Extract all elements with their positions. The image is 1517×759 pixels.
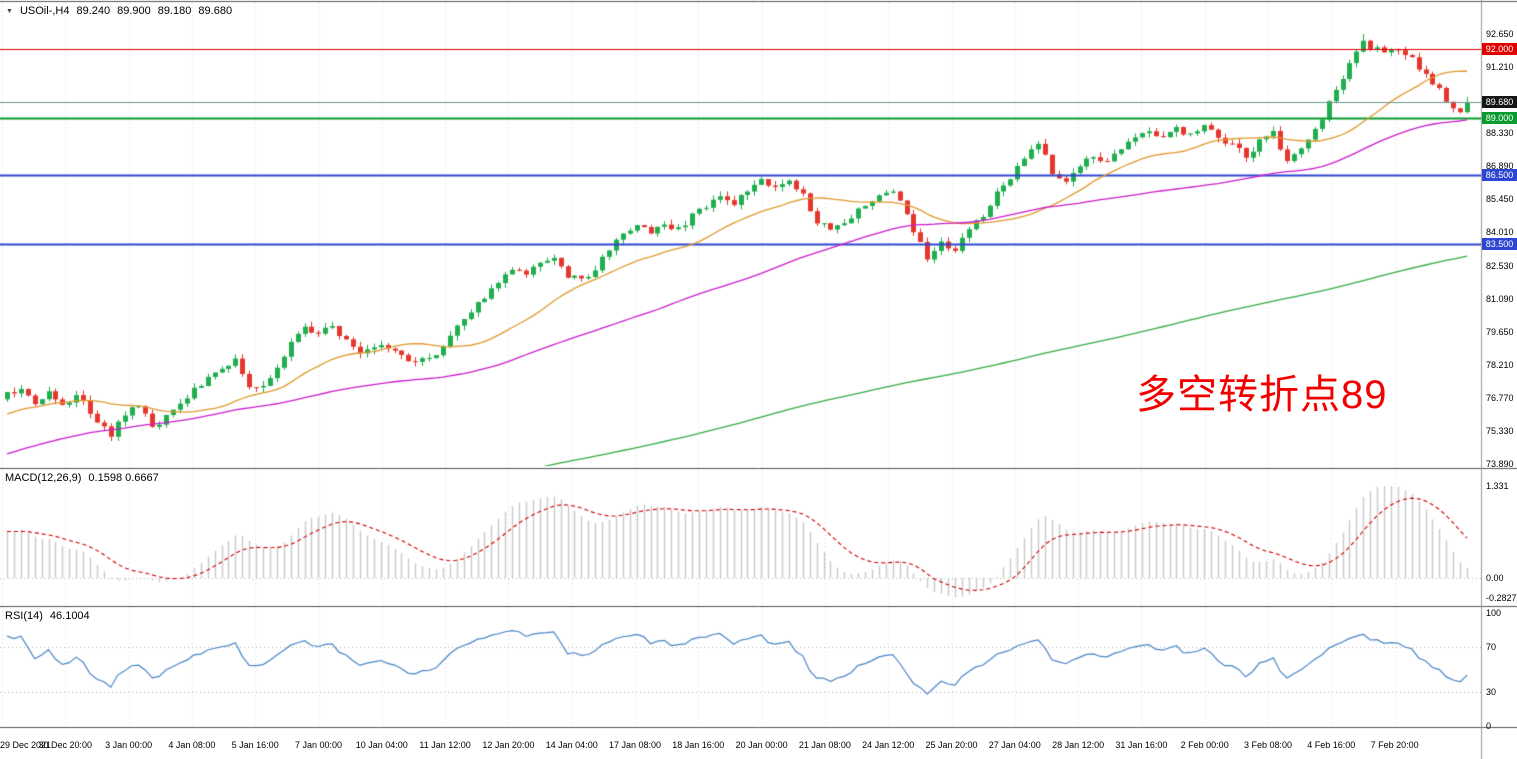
hline-price-badge[interactable]: 83.500 [1482, 237, 1517, 250]
price-axis-tick: 88.330 [1486, 128, 1514, 139]
time-axis-label: 20 Jan 00:00 [735, 740, 788, 750]
time-axis-label: 24 Jan 12:00 [862, 740, 915, 750]
time-axis-label: 4 Jan 08:00 [168, 740, 216, 750]
price-axis-tick: 76.770 [1486, 392, 1514, 403]
rsi-name: RSI(14) [5, 610, 43, 622]
price-axis-tick: 73.890 [1486, 459, 1514, 469]
price-axis-tick: 84.010 [1486, 227, 1514, 238]
symbol-info-bar: ▼ USOil-,H4 89.240 89.900 89.180 89.680 [6, 5, 232, 17]
price-axis-tick: 85.450 [1486, 194, 1514, 205]
macd-axis-tick: 0.00 [1486, 573, 1504, 583]
price-axis-tick: 91.210 [1486, 62, 1514, 72]
time-axis-label: 5 Jan 16:00 [231, 740, 279, 750]
symbol-period-label: USOil-,H4 [19, 5, 70, 17]
macd-values: 0.1598 0.6667 [88, 472, 159, 484]
time-axis-label: 4 Feb 16:00 [1307, 740, 1356, 750]
time-axis-label: 7 Feb 20:00 [1370, 740, 1419, 750]
time-axis-label: 30 Dec 20:00 [38, 740, 93, 750]
time-axis-label: 7 Jan 00:00 [294, 740, 343, 750]
time-axis-label: 2 Feb 00:00 [1180, 740, 1229, 750]
time-axis-label: 17 Jan 08:00 [608, 740, 662, 750]
ohlc-open: 89.240 [76, 5, 111, 17]
time-axis-label: 18 Jan 16:00 [672, 740, 725, 750]
time-axis-label: 27 Jan 04:00 [988, 740, 1041, 750]
current-price-badge: 89.680 [1482, 96, 1517, 109]
rsi-axis-tick: 100 [1486, 608, 1502, 618]
ohlc-high: 89.900 [117, 5, 151, 17]
macd-indicator-label: MACD(12,26,9) 0.1598 0.6667 [5, 472, 159, 484]
time-axis-label: 25 Jan 20:00 [925, 740, 978, 750]
chart-annotation[interactable]: 多空转折点89 [1136, 373, 1388, 417]
time-axis-label: 21 Jan 08:00 [798, 740, 851, 750]
hline-price-badge[interactable]: 86.500 [1482, 168, 1517, 181]
price-axis-tick: 92.650 [1486, 29, 1514, 39]
price-axis-tick: 82.530 [1486, 260, 1514, 271]
price-axis-tick: 75.330 [1486, 425, 1514, 436]
rsi-axis-tick: 0 [1486, 721, 1492, 731]
price-axis-tick: 81.090 [1486, 293, 1514, 304]
time-axis-label: 3 Jan 00:00 [105, 740, 153, 750]
time-axis-label: 31 Jan 16:00 [1115, 740, 1168, 750]
rsi-axis-tick: 30 [1486, 687, 1497, 698]
time-axis-label: 10 Jan 04:00 [355, 740, 408, 750]
price-axis-tick: 86.890 [1486, 161, 1514, 172]
price-axis-tick: 78.210 [1486, 359, 1514, 370]
ohlc-close: 89.680 [198, 5, 233, 17]
ohlc-low: 89.180 [157, 5, 192, 17]
macd-name: MACD(12,26,9) [5, 472, 82, 484]
hline-price-badge[interactable]: 89.000 [1482, 111, 1517, 124]
time-axis-label: 29 Dec 2021 [0, 740, 52, 750]
time-axis-label: 28 Jan 12:00 [1052, 740, 1105, 750]
time-axis-label: 11 Jan 12:00 [419, 740, 471, 750]
hline-price-badge[interactable]: 92.000 [1482, 42, 1517, 55]
time-axis-label: 3 Feb 08:00 [1243, 740, 1293, 750]
price-axis-tick: 79.650 [1486, 326, 1514, 337]
rsi-indicator-label: RSI(14) 46.1004 [5, 610, 90, 622]
rsi-value: 46.1004 [49, 610, 90, 622]
macd-axis-tick: 1.331 [1486, 481, 1509, 491]
time-axis-label: 12 Jan 20:00 [482, 740, 535, 750]
collapse-triangle-icon[interactable]: ▼ [6, 8, 13, 15]
time-axis-label: 14 Jan 04:00 [545, 740, 598, 750]
macd-axis-tick: -0.2827 [1486, 592, 1517, 603]
rsi-axis-tick: 70 [1486, 641, 1497, 652]
